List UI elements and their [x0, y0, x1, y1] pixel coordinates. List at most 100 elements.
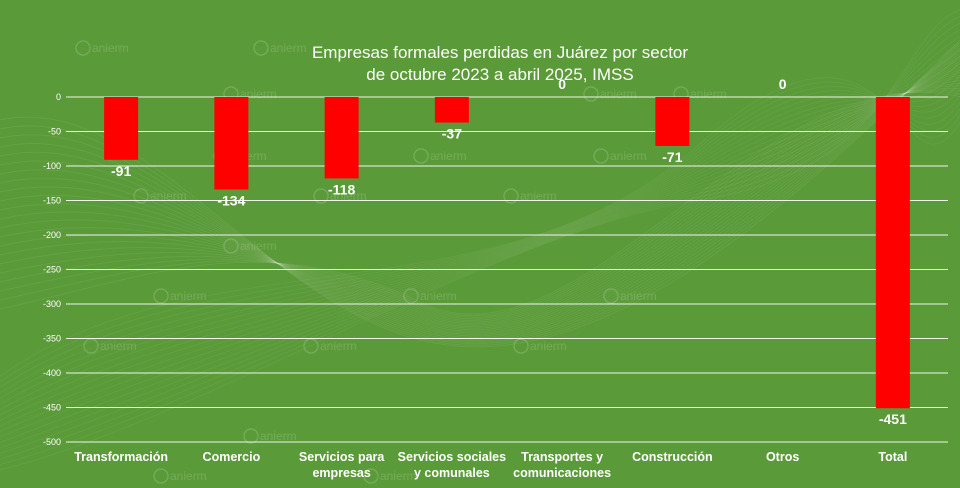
- watermark-icon: [253, 40, 269, 56]
- data-label: -37: [442, 126, 462, 142]
- y-tick-label: -250: [43, 265, 61, 275]
- watermark-text: anierm: [270, 41, 307, 55]
- bar: [875, 97, 910, 409]
- background-wave-line: [0, 47, 960, 343]
- watermark-logo: anierm: [75, 40, 129, 56]
- watermark-logo: anierm: [243, 428, 297, 444]
- bar: [104, 97, 139, 160]
- y-tick-label: -150: [43, 196, 61, 206]
- y-tick-label: -300: [43, 299, 61, 309]
- background-wave-line: [0, 16, 960, 465]
- bar: [434, 97, 469, 123]
- watermark-logo: anierm: [363, 468, 417, 484]
- watermark-text: anierm: [380, 469, 417, 483]
- chart-title-line-1: Empresas formales perdidas en Juárez por…: [311, 43, 689, 62]
- y-tick-label: 0: [56, 92, 61, 102]
- watermark-logo: anierm: [503, 188, 557, 204]
- watermark-text: anierm: [420, 289, 457, 303]
- watermark-text: anierm: [170, 289, 207, 303]
- data-label: -118: [328, 181, 355, 197]
- chart-title-line-2: de octubre 2023 a abril 2025, IMSS: [366, 65, 634, 84]
- background-wave-line: [0, 62, 960, 427]
- bar-series: [104, 97, 910, 409]
- background-wave-line: [0, 9, 960, 471]
- category-label: Transportes y: [521, 450, 603, 464]
- category-label: Otros: [766, 450, 799, 464]
- background-wave-line: [0, 45, 960, 345]
- watermark-logo: anierm: [153, 468, 207, 484]
- watermark-text: anierm: [150, 189, 187, 203]
- y-tick-label: -350: [43, 334, 61, 344]
- y-tick-label: -500: [43, 437, 61, 447]
- background-wave-line: [0, 66, 960, 332]
- background-wave-line: [0, 49, 960, 438]
- background-wave-line: [0, 50, 960, 342]
- watermark-text: anierm: [520, 189, 557, 203]
- y-tick-label: -450: [43, 403, 61, 413]
- data-labels: -91 -134 -118 -37 0 -71 0 -451: [111, 76, 907, 427]
- y-tick-label: -200: [43, 230, 61, 240]
- watermark-logo: anierm: [603, 288, 657, 304]
- background-wave-line: [0, 82, 960, 323]
- background-wave-line: [0, 53, 960, 340]
- watermark-text: anierm: [530, 339, 567, 353]
- category-label: Comercio: [203, 450, 261, 464]
- watermark-icon: [503, 188, 519, 204]
- y-tick-label: -50: [48, 127, 61, 137]
- watermark-layer: anierm anierm anierm anierm anierm anierm anie…: [75, 40, 727, 484]
- background-wave-line: [0, 93, 960, 399]
- watermark-logo: anierm: [153, 288, 207, 304]
- background-wave-line: [0, 85, 960, 321]
- watermark-text: anierm: [330, 189, 367, 203]
- watermark-icon: [363, 468, 379, 484]
- watermark-icon: [223, 238, 239, 254]
- background-wave-line: [0, 74, 960, 328]
- watermark-logo: anierm: [133, 188, 187, 204]
- bar: [214, 97, 249, 190]
- watermark-icon: [313, 188, 329, 204]
- background-wave-line: [0, 42, 960, 443]
- data-label: -71: [662, 149, 682, 165]
- watermark-text: anierm: [690, 87, 727, 101]
- watermark-text: anierm: [620, 289, 657, 303]
- background-wave-line: [0, 55, 960, 432]
- watermark-icon: [413, 148, 429, 164]
- watermark-logo: anierm: [583, 86, 637, 102]
- watermark-text: anierm: [170, 469, 207, 483]
- category-label: Servicios sociales: [398, 450, 506, 464]
- watermark-icon: [153, 468, 169, 484]
- watermark-text: anierm: [610, 149, 647, 163]
- watermark-text: anierm: [240, 239, 277, 253]
- watermark-text: anierm: [92, 41, 129, 55]
- category-label: Construcción: [632, 450, 713, 464]
- watermark-text: anierm: [430, 149, 467, 163]
- background-wave-line: [0, 61, 960, 335]
- background-wave-line: [0, 58, 960, 337]
- watermark-text: anierm: [260, 429, 297, 443]
- bar: [655, 97, 690, 146]
- watermark-logo: anierm: [593, 148, 647, 164]
- background-wave-line: [0, 22, 960, 460]
- background-wave-line: [0, 91, 960, 315]
- category-label: Total: [878, 450, 907, 464]
- background-wave-line: [0, 91, 960, 317]
- watermark-logo: anierm: [253, 40, 307, 56]
- category-labels: Transformación Comercio Servicios para empr…: [74, 450, 907, 480]
- category-label: empresas: [312, 466, 370, 480]
- gridlines: [66, 96, 948, 443]
- watermark-logo: anierm: [413, 148, 467, 164]
- category-label: Transformación: [74, 450, 168, 464]
- watermark-icon: [593, 148, 609, 164]
- background-wave-line: [0, 71, 960, 329]
- watermark-icon: [243, 428, 259, 444]
- watermark-icon: [153, 288, 169, 304]
- category-label: comunicaciones: [513, 466, 611, 480]
- category-label: Servicios para: [299, 450, 386, 464]
- data-label: -134: [217, 192, 245, 208]
- background-wave-line: [0, 55, 960, 338]
- background-wave-line: [0, 89, 960, 318]
- watermark-icon: [133, 188, 149, 204]
- background-wave-line: [0, 80, 960, 324]
- y-axis-ticks: 0 -50 -100 -150 -200 -250 -300 -350 -400 -450 -500: [43, 92, 61, 447]
